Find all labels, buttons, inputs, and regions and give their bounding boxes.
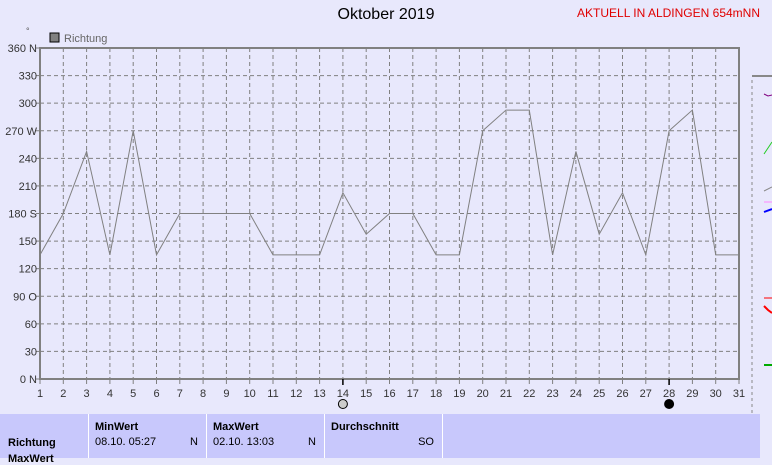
xtick-label: 18 xyxy=(430,388,442,400)
stats-panel: Richtung MaxWert MinWert 08.10. 05:27 N … xyxy=(0,414,761,465)
legend-label: Richtung xyxy=(64,33,107,45)
avg-direction: SO xyxy=(418,436,434,448)
xtick-label: 25 xyxy=(593,388,605,400)
xtick-label: 27 xyxy=(640,388,652,400)
xtick-label: 23 xyxy=(546,388,558,400)
xtick-label: 3 xyxy=(84,388,90,400)
ytick-label: 300 xyxy=(19,98,37,110)
side-chart-fragment xyxy=(751,75,772,414)
xtick-label: 22 xyxy=(523,388,535,400)
stats-avg: Durchschnitt SO xyxy=(324,414,442,458)
max-header: MaxWert xyxy=(213,421,259,433)
min-header: MinWert xyxy=(95,421,139,433)
unit-label: ° xyxy=(26,26,30,36)
ytick-label: 30 xyxy=(25,346,37,358)
ytick-label: 120 xyxy=(19,264,37,276)
xtick-label: 9 xyxy=(223,388,229,400)
xtick-label: 21 xyxy=(500,388,512,400)
min-direction: N xyxy=(190,436,198,448)
current-location-label: AKTUELL IN ALDINGEN 654mNN xyxy=(577,6,760,20)
xtick-label: 4 xyxy=(107,388,113,400)
stats-min: MinWert 08.10. 05:27 N xyxy=(88,414,206,458)
xtick-label: 12 xyxy=(290,388,302,400)
xtick-label: 1 xyxy=(37,388,43,400)
avg-header: Durchschnitt xyxy=(331,421,399,433)
xtick-label: 26 xyxy=(616,388,628,400)
ytick-label: 90 O xyxy=(13,291,37,303)
xtick-label: 31 xyxy=(733,388,745,400)
full-moon-icon xyxy=(337,399,348,409)
xtick-label: 11 xyxy=(267,388,278,400)
ytick-label: 360 N xyxy=(8,43,37,55)
xtick-label: 24 xyxy=(570,388,582,400)
xtick-label: 19 xyxy=(453,388,465,400)
max-value: 02.10. 13:03 xyxy=(213,436,275,448)
xtick-label: 8 xyxy=(200,388,206,400)
ytick-label: 270 W xyxy=(5,126,37,138)
chart-title: Oktober 2019 xyxy=(337,6,435,23)
xtick-label: 10 xyxy=(244,388,256,400)
xtick-label: 13 xyxy=(313,388,325,400)
legend-swatch xyxy=(49,32,60,43)
xtick-label: 28 xyxy=(663,388,675,400)
xtick-label: 29 xyxy=(686,388,698,400)
ytick-label: 150 xyxy=(19,236,37,248)
xtick-label: 15 xyxy=(360,388,372,400)
stats-row-label-2: MaxWert xyxy=(8,453,54,465)
ytick-label: 330 xyxy=(19,71,37,83)
ytick-label: 60 xyxy=(25,319,37,331)
stats-max: MaxWert 02.10. 13:03 N xyxy=(206,414,324,458)
xtick-label: 2 xyxy=(60,388,66,400)
xtick-label: 20 xyxy=(477,388,489,400)
xtick-label: 14 xyxy=(337,388,349,400)
stats-empty xyxy=(442,414,761,458)
series-line-richtung xyxy=(39,109,739,257)
xtick-label: 7 xyxy=(177,388,183,400)
xtick-label: 17 xyxy=(407,388,419,400)
ytick-label: 240 xyxy=(19,153,37,165)
xtick-label: 5 xyxy=(130,388,136,400)
plot-frame xyxy=(39,47,740,380)
ytick-label: 210 xyxy=(19,181,37,193)
stats-row-label: Richtung xyxy=(8,437,56,449)
xtick-label: 16 xyxy=(383,388,395,400)
max-direction: N xyxy=(308,436,316,448)
new-moon-icon xyxy=(664,399,675,409)
xtick-label: 6 xyxy=(153,388,159,400)
ytick-label: 180 S xyxy=(8,209,37,221)
ytick-label: 0 N xyxy=(20,374,37,386)
min-value: 08.10. 05:27 xyxy=(95,436,157,448)
xtick-label: 30 xyxy=(710,388,722,400)
